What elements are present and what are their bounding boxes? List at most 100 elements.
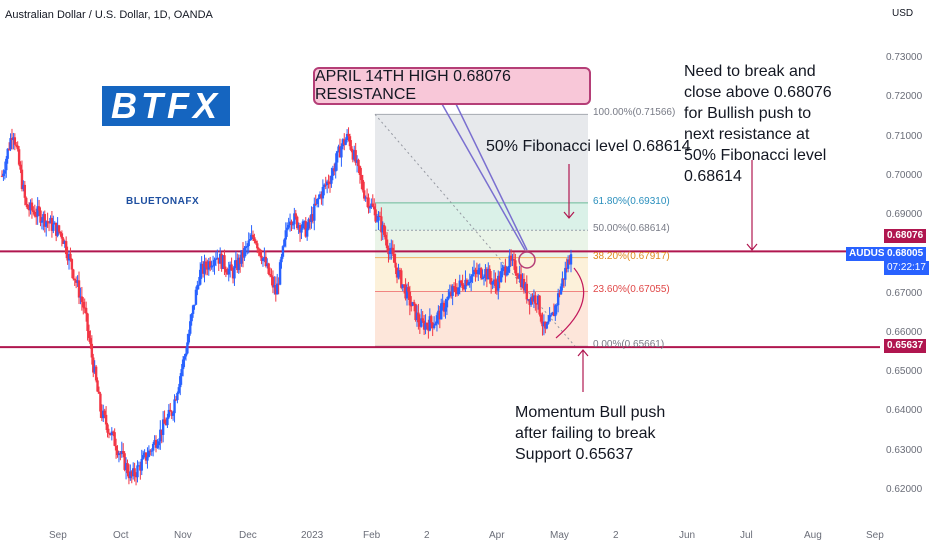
x-tick-label: Jul xyxy=(740,530,753,541)
candle-body xyxy=(565,267,568,269)
candle-body xyxy=(248,239,252,241)
candle-body xyxy=(207,261,210,270)
candle-body xyxy=(464,279,467,290)
chart-title: Australian Dollar / U.S. Dollar, 1D, OAN… xyxy=(5,9,213,21)
candle-body xyxy=(17,149,21,165)
candle-body xyxy=(498,275,501,282)
candle-body xyxy=(539,314,543,322)
candle-body xyxy=(72,269,75,279)
candle-body xyxy=(224,269,228,273)
y-tick-label: 0.64000 xyxy=(886,405,923,417)
candle-body xyxy=(206,267,209,270)
candle-body xyxy=(171,413,175,416)
support-price-tag: 0.65637 xyxy=(884,339,927,353)
callout-pointer-line xyxy=(455,103,528,251)
candle-body xyxy=(127,473,131,479)
candle-body xyxy=(555,305,558,307)
candle-body xyxy=(527,299,530,301)
candle-body xyxy=(407,287,410,292)
candle-body xyxy=(437,310,440,316)
candle-body xyxy=(136,465,139,478)
candle-body xyxy=(211,265,215,267)
x-tick-label: 2 xyxy=(424,530,430,541)
candle-body xyxy=(83,307,86,309)
candle-body xyxy=(39,210,42,223)
momentum-note: Momentum Bull push after failing to brea… xyxy=(515,404,666,463)
candle-body xyxy=(2,173,5,176)
momentum-arrow-head xyxy=(577,349,589,357)
candle-body xyxy=(518,274,521,279)
candle-body xyxy=(286,227,289,231)
breakout-arrow-head xyxy=(746,243,758,251)
candle-body xyxy=(122,451,125,454)
candle-body xyxy=(260,255,263,261)
candle-body xyxy=(203,261,206,274)
candle-body xyxy=(417,312,420,323)
candle-body xyxy=(181,359,185,370)
candle-body xyxy=(76,280,79,283)
candle-body xyxy=(220,253,223,269)
candle-body xyxy=(432,325,436,328)
candle-body xyxy=(80,296,84,302)
candle-body xyxy=(447,296,450,300)
candle-body xyxy=(137,465,141,467)
x-tick-label: Nov xyxy=(174,530,192,541)
candle-body xyxy=(6,148,9,159)
candle-body xyxy=(258,249,262,256)
candle-body xyxy=(201,263,205,274)
candle-body xyxy=(334,162,337,172)
candle-body xyxy=(52,224,55,231)
candle-body xyxy=(238,257,242,264)
candle-body xyxy=(301,221,305,229)
candle-body xyxy=(422,320,426,330)
candle-body xyxy=(157,441,161,446)
april-high-circle xyxy=(518,251,536,269)
candle-body xyxy=(69,253,72,260)
candle-body xyxy=(458,280,461,288)
candle-body xyxy=(482,276,486,278)
y-tick-label: 0.67000 xyxy=(886,287,923,299)
y-tick-label: 0.63000 xyxy=(886,444,923,456)
candle-body xyxy=(7,148,11,150)
momentum-arc xyxy=(555,267,585,339)
candle-body xyxy=(25,197,28,205)
candle-body xyxy=(361,180,364,191)
candle-body xyxy=(159,429,162,442)
candle-body xyxy=(293,213,296,225)
candle-body xyxy=(290,221,293,225)
candle-body xyxy=(62,238,65,244)
x-tick-label: Apr xyxy=(489,530,505,541)
candle-body xyxy=(213,259,216,266)
candle-body xyxy=(468,281,471,283)
candle-body xyxy=(325,181,329,186)
candle-body xyxy=(267,263,270,274)
candle-body xyxy=(401,284,404,288)
candle-body xyxy=(297,225,300,229)
candle-body xyxy=(226,272,229,275)
candle-body xyxy=(494,279,497,286)
candle-body xyxy=(392,253,396,263)
candle-body xyxy=(499,271,503,282)
candle-body xyxy=(210,265,213,268)
candle-body xyxy=(394,262,397,268)
x-tick-label: Feb xyxy=(363,530,381,541)
candle-body xyxy=(435,315,439,324)
candle-body xyxy=(515,273,519,276)
candle-body xyxy=(385,239,389,249)
candle-body xyxy=(169,409,172,412)
candle-body xyxy=(377,215,380,221)
candle-body xyxy=(250,234,253,240)
candle-body xyxy=(20,169,24,190)
candle-body xyxy=(190,313,193,322)
candle-body xyxy=(548,315,551,322)
candle-body xyxy=(196,285,199,290)
candle-body xyxy=(519,274,523,288)
candle-body xyxy=(102,410,105,419)
candle-body xyxy=(177,387,181,393)
candle-body xyxy=(103,410,106,415)
candle-body xyxy=(414,303,417,320)
candle-body xyxy=(320,194,323,199)
candle-body xyxy=(94,366,98,381)
x-tick-label: 2 xyxy=(613,530,619,541)
